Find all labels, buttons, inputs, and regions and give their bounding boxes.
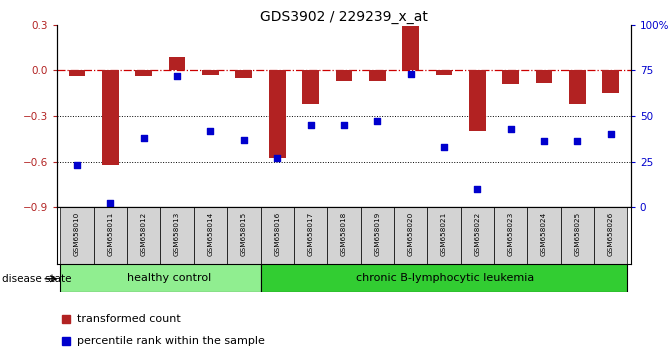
- Point: [472, 186, 482, 192]
- Bar: [269, 70, 286, 159]
- Text: GSM658023: GSM658023: [508, 212, 514, 256]
- Text: GSM658012: GSM658012: [141, 212, 147, 256]
- Bar: [60, 264, 260, 292]
- Bar: [94, 207, 127, 264]
- Point: [405, 71, 416, 77]
- Bar: [603, 70, 619, 93]
- Point: [105, 201, 116, 206]
- Text: disease state: disease state: [2, 274, 72, 284]
- Bar: [369, 70, 386, 81]
- Bar: [260, 264, 627, 292]
- Bar: [460, 207, 494, 264]
- Point: [272, 155, 282, 161]
- Bar: [302, 70, 319, 104]
- Text: GSM658010: GSM658010: [74, 212, 80, 256]
- Point: [172, 73, 183, 79]
- Bar: [294, 207, 327, 264]
- Text: GSM658026: GSM658026: [608, 212, 614, 256]
- Bar: [494, 207, 527, 264]
- Bar: [427, 207, 460, 264]
- Text: GSM658014: GSM658014: [207, 212, 213, 256]
- Bar: [535, 70, 552, 82]
- Text: percentile rank within the sample: percentile rank within the sample: [77, 336, 265, 346]
- Bar: [469, 70, 486, 131]
- Bar: [202, 70, 219, 75]
- Bar: [127, 207, 160, 264]
- Text: GSM658025: GSM658025: [574, 212, 580, 256]
- Text: GSM658019: GSM658019: [374, 212, 380, 256]
- Bar: [561, 207, 594, 264]
- Text: GSM658016: GSM658016: [274, 212, 280, 256]
- Bar: [169, 57, 185, 70]
- Text: transformed count: transformed count: [77, 314, 181, 324]
- Bar: [160, 207, 194, 264]
- Text: GSM658017: GSM658017: [307, 212, 313, 256]
- Bar: [260, 207, 294, 264]
- Bar: [336, 70, 352, 81]
- Text: GSM658013: GSM658013: [174, 212, 180, 256]
- Point: [439, 144, 450, 150]
- Point: [338, 122, 349, 128]
- Title: GDS3902 / 229239_x_at: GDS3902 / 229239_x_at: [260, 10, 428, 24]
- Text: GSM658022: GSM658022: [474, 212, 480, 256]
- Point: [305, 122, 316, 128]
- Bar: [68, 70, 85, 76]
- Point: [72, 162, 83, 168]
- Text: GSM658021: GSM658021: [441, 212, 447, 256]
- Bar: [327, 207, 360, 264]
- Bar: [503, 70, 519, 84]
- Bar: [136, 70, 152, 76]
- Bar: [360, 207, 394, 264]
- Text: GSM658011: GSM658011: [107, 212, 113, 256]
- Point: [539, 139, 550, 144]
- Bar: [236, 70, 252, 78]
- Bar: [402, 26, 419, 70]
- Text: GSM658024: GSM658024: [541, 212, 547, 256]
- Text: chronic B-lymphocytic leukemia: chronic B-lymphocytic leukemia: [356, 273, 535, 283]
- Point: [372, 119, 382, 124]
- Bar: [394, 207, 427, 264]
- Bar: [435, 70, 452, 75]
- Bar: [527, 207, 561, 264]
- Bar: [569, 70, 586, 104]
- Point: [205, 128, 216, 133]
- Text: healthy control: healthy control: [127, 273, 211, 283]
- Bar: [102, 70, 119, 165]
- Text: GSM658018: GSM658018: [341, 212, 347, 256]
- Point: [605, 131, 616, 137]
- Point: [505, 126, 516, 132]
- Bar: [227, 207, 260, 264]
- Text: GSM658020: GSM658020: [407, 212, 413, 256]
- Bar: [594, 207, 627, 264]
- Point: [238, 137, 249, 142]
- Text: GSM658015: GSM658015: [241, 212, 247, 256]
- Bar: [194, 207, 227, 264]
- Point: [572, 139, 582, 144]
- Bar: [60, 207, 94, 264]
- Point: [138, 135, 149, 141]
